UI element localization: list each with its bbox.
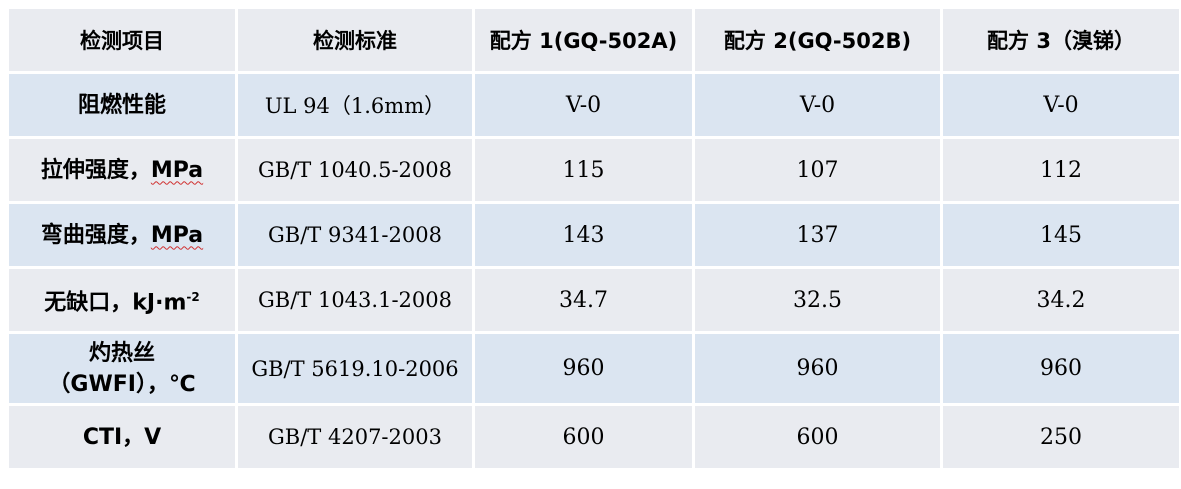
- item-unit: kJ·m: [132, 290, 187, 316]
- value-formula-1: 960: [475, 334, 692, 403]
- value-formula-2: 137: [695, 204, 940, 266]
- value-formula-2: 32.5: [695, 269, 940, 331]
- standard-cell: GB/T 1040.5-2008: [238, 139, 472, 201]
- header-test-item: 检测项目: [9, 9, 235, 71]
- standard-cell: GB/T 1043.1-2008: [238, 269, 472, 331]
- item-label-line-2: （GWFI），℃: [48, 371, 196, 397]
- item-label: 无缺口，: [44, 290, 133, 316]
- value-formula-2: 107: [695, 139, 940, 201]
- value-formula-1: 115: [475, 139, 692, 201]
- table-row-tensile-strength: 拉伸强度，MPa GB/T 1040.5-2008 115 107 112: [9, 139, 1179, 201]
- standard-cell: GB/T 5619.10-2006: [238, 334, 472, 403]
- item-cell: 弯曲强度，MPa: [9, 204, 235, 266]
- item-label: 弯曲强度，: [40, 222, 151, 248]
- item-label-line-1: 灼热丝: [88, 340, 155, 366]
- value-formula-3: 112: [943, 139, 1179, 201]
- item-unit: MPa: [150, 222, 204, 248]
- item-cell: 灼热丝 （GWFI），℃: [9, 334, 235, 403]
- value-formula-1: V-0: [475, 74, 692, 136]
- test-results-table: 检测项目 检测标准 配方 1(GQ-502A) 配方 2(GQ-502B) 配方…: [6, 6, 1181, 471]
- header-formula-2: 配方 2(GQ-502B): [695, 9, 940, 71]
- item-cell: 阻燃性能: [9, 74, 235, 136]
- value-formula-2: 600: [695, 406, 940, 468]
- value-formula-2: 960: [695, 334, 940, 403]
- item-unit-exponent: -2: [186, 289, 200, 304]
- value-formula-2: V-0: [695, 74, 940, 136]
- table-row-flexural-strength: 弯曲强度，MPa GB/T 9341-2008 143 137 145: [9, 204, 1179, 266]
- header-formula-3: 配方 3（溴锑）: [943, 9, 1179, 71]
- value-formula-1: 600: [475, 406, 692, 468]
- value-formula-1: 143: [475, 204, 692, 266]
- standard-cell: GB/T 9341-2008: [238, 204, 472, 266]
- value-formula-3: 145: [943, 204, 1179, 266]
- header-formula-1: 配方 1(GQ-502A): [475, 9, 692, 71]
- test-results-table-container: 检测项目 检测标准 配方 1(GQ-502A) 配方 2(GQ-502B) 配方…: [9, 9, 1179, 471]
- header-row: 检测项目 检测标准 配方 1(GQ-502A) 配方 2(GQ-502B) 配方…: [9, 9, 1179, 71]
- item-cell: 无缺口，kJ·m-2: [9, 269, 235, 331]
- value-formula-3: 250: [943, 406, 1179, 468]
- table-row-cti: CTI，V GB/T 4207-2003 600 600 250: [9, 406, 1179, 468]
- item-label: 拉伸强度，: [40, 157, 151, 183]
- item-unit: MPa: [150, 157, 204, 183]
- item-cell: CTI，V: [9, 406, 235, 468]
- value-formula-3: V-0: [943, 74, 1179, 136]
- value-formula-3: 34.2: [943, 269, 1179, 331]
- value-formula-3: 960: [943, 334, 1179, 403]
- standard-cell: GB/T 4207-2003: [238, 406, 472, 468]
- table-row-unnotched-impact: 无缺口，kJ·m-2 GB/T 1043.1-2008 34.7 32.5 34…: [9, 269, 1179, 331]
- value-formula-1: 34.7: [475, 269, 692, 331]
- table-row-glow-wire: 灼热丝 （GWFI），℃ GB/T 5619.10-2006 960 960 96…: [9, 334, 1179, 403]
- header-test-standard: 检测标准: [238, 9, 472, 71]
- standard-cell: UL 94（1.6mm）: [238, 74, 472, 136]
- table-row-flame-retardancy: 阻燃性能 UL 94（1.6mm） V-0 V-0 V-0: [9, 74, 1179, 136]
- item-cell: 拉伸强度，MPa: [9, 139, 235, 201]
